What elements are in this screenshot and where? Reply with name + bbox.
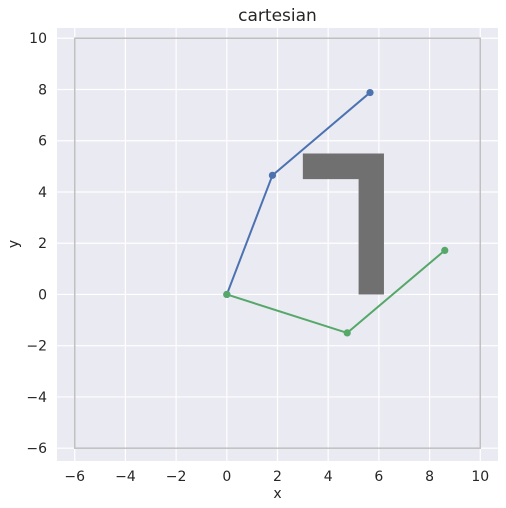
- x-tick-label: −2: [166, 469, 187, 485]
- y-axis-label: y: [6, 240, 22, 248]
- series-1-point: [268, 171, 277, 179]
- series-2-point: [223, 290, 231, 299]
- series-1-point: [366, 88, 374, 97]
- y-tick-label: 0: [38, 287, 47, 303]
- obstacle: [302, 153, 384, 295]
- y-tick-label: 8: [38, 82, 47, 98]
- x-tick-label: 6: [374, 469, 383, 485]
- y-tick-label: −6: [26, 441, 47, 457]
- y-tick-label: 10: [29, 31, 47, 47]
- y-tick-labels: −6 −4 −2 0 2 4 6 8 10: [26, 31, 47, 457]
- y-tick-label: −2: [26, 339, 47, 355]
- series-2-point: [441, 246, 449, 254]
- workspace-boundary: [73, 37, 482, 449]
- y-tick-label: 6: [38, 134, 47, 150]
- y-tick-label: −4: [26, 390, 47, 406]
- x-tick-label: 4: [324, 469, 333, 485]
- x-tick-label: −4: [115, 469, 136, 485]
- x-tick-labels: −6 −4 −2 0 2 4 6 8 10: [64, 469, 489, 485]
- x-tick-label: 0: [222, 469, 231, 485]
- chart-title: cartesian: [238, 6, 317, 26]
- series-group: [223, 88, 449, 337]
- x-tick-label: 8: [425, 469, 434, 485]
- x-axis-label: x: [273, 486, 281, 502]
- x-tick-label: −6: [64, 469, 85, 485]
- x-tick-label: 10: [471, 469, 489, 485]
- x-tick-label: 2: [273, 469, 282, 485]
- y-tick-label: 2: [38, 236, 47, 252]
- series-2-point: [343, 329, 351, 337]
- y-tick-label: 4: [38, 185, 47, 201]
